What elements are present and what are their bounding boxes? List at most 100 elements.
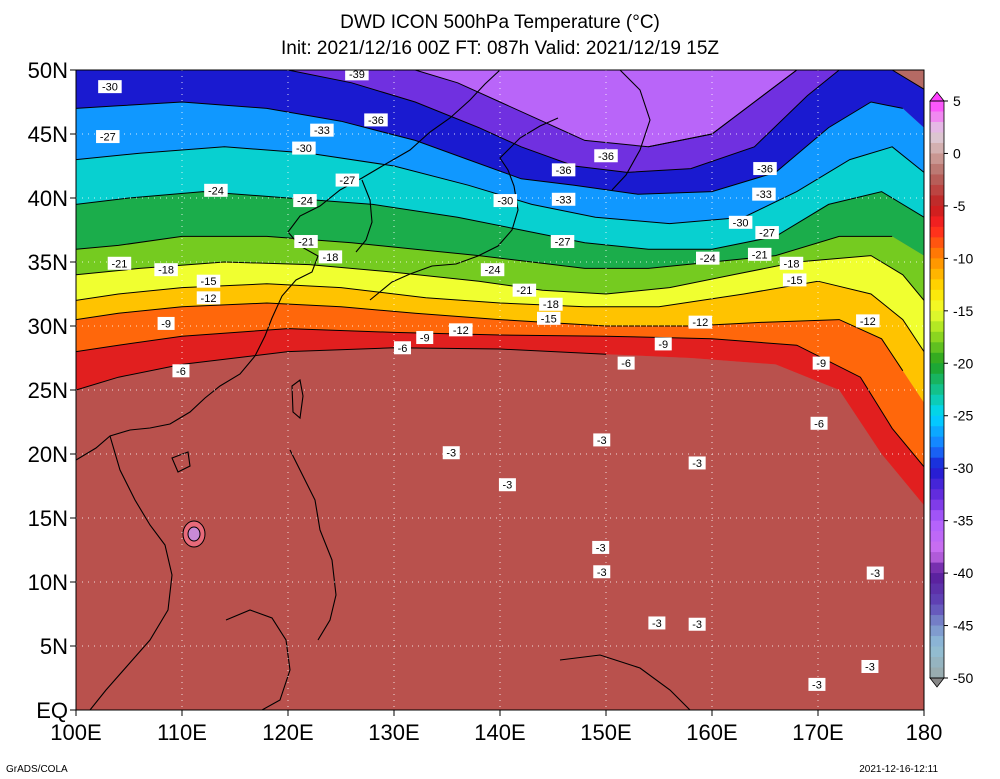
colorbar-segment xyxy=(930,646,944,658)
temperature-band xyxy=(76,281,924,403)
contour-label: -36 xyxy=(364,113,388,127)
coastline-indochina xyxy=(89,435,173,710)
temperature-band xyxy=(76,70,924,195)
colorbar-segment xyxy=(930,237,944,249)
contour-label: -33 xyxy=(752,187,776,201)
colorbar-segment xyxy=(930,447,944,459)
contour-label: -30 xyxy=(493,194,518,208)
svg-text:-27: -27 xyxy=(339,175,355,187)
colorbar-top-arrow xyxy=(929,91,945,102)
chart-title: DWD ICON 500hPa Temperature (°C) xyxy=(340,12,660,33)
contour-label: -24 xyxy=(480,263,505,277)
svg-text:-15: -15 xyxy=(787,275,803,287)
colorbar-segment xyxy=(930,615,944,627)
y-tick-label: 45N xyxy=(28,122,68,147)
svg-text:-24: -24 xyxy=(297,196,313,208)
colorbar-segment xyxy=(930,520,944,532)
contour-label: -36 xyxy=(753,162,777,176)
colorbar-tick-label: 5 xyxy=(953,93,961,109)
contour-label: -27 xyxy=(755,226,779,240)
contour-label: -18 xyxy=(539,297,563,311)
x-tick-label: 180 xyxy=(906,720,943,745)
contour-label: -9 xyxy=(416,331,434,345)
colorbar-segment xyxy=(930,163,944,176)
svg-text:-15: -15 xyxy=(541,313,557,325)
isotherm-line xyxy=(76,302,904,372)
svg-text:-18: -18 xyxy=(784,258,800,270)
svg-text:-27: -27 xyxy=(100,132,116,144)
colorbar-segment xyxy=(930,258,944,270)
contour-label: -24 xyxy=(696,251,720,265)
coastline-kamchatka xyxy=(611,70,651,191)
colorbar-segment xyxy=(930,101,944,113)
contour-label: -21 xyxy=(107,256,132,270)
contour-label: -30 xyxy=(728,215,753,229)
y-tick-label: EQ xyxy=(36,698,68,723)
colorbar-segment xyxy=(930,499,944,511)
colorbar-segment xyxy=(930,405,944,417)
colorbar-segment xyxy=(930,331,944,343)
coastline-hainan xyxy=(171,451,191,473)
colorbar-segment xyxy=(930,478,944,490)
contour-label: -3 xyxy=(648,616,666,630)
x-tick-label: 130E xyxy=(368,720,419,745)
contour-label: -36 xyxy=(594,149,618,163)
colorbar-segment xyxy=(930,594,944,606)
contour-label: -9 xyxy=(157,316,175,330)
x-tick-label: 120E xyxy=(262,720,313,745)
y-tick-label: 30N xyxy=(28,314,68,339)
contour-label: -3 xyxy=(442,446,460,460)
temperature-band xyxy=(76,255,924,352)
colorbar-tick-label: 0 xyxy=(953,145,961,161)
y-tick-label: 10N xyxy=(28,570,68,595)
contour-label: -27 xyxy=(335,173,360,187)
svg-text:-3: -3 xyxy=(503,480,513,492)
chart-subtitle: Init: 2021/12/16 00Z FT: 087h Valid: 202… xyxy=(280,38,719,59)
svg-text:-39: -39 xyxy=(349,69,365,81)
colorbar-segment xyxy=(930,636,944,648)
colorbar-segment xyxy=(930,247,944,259)
colorbar-segment xyxy=(930,132,944,144)
svg-text:-21: -21 xyxy=(516,285,532,297)
contour-label: -3 xyxy=(592,540,610,554)
svg-text:-36: -36 xyxy=(368,115,384,127)
svg-text:-3: -3 xyxy=(812,679,822,691)
colorbar-segment xyxy=(930,142,944,155)
contour-label: -6 xyxy=(810,416,828,430)
y-tick-label: 35N xyxy=(28,250,68,275)
svg-text:-24: -24 xyxy=(485,265,501,277)
colorbar-segment xyxy=(930,436,944,448)
footer-timestamp: 2021-12-16-12:11 xyxy=(859,764,938,775)
contour-label: -3 xyxy=(866,566,884,580)
colorbar-segment xyxy=(930,216,944,228)
svg-text:-30: -30 xyxy=(733,217,749,229)
svg-text:-18: -18 xyxy=(543,299,559,311)
contour-label: -15 xyxy=(196,274,221,288)
svg-text:-36: -36 xyxy=(556,165,572,177)
colorbar-segment xyxy=(930,625,944,637)
contour-label: -21 xyxy=(294,235,318,249)
y-tick-label: 50N xyxy=(28,58,68,83)
colorbar-segment xyxy=(930,604,944,616)
colorbar-tick-label: -10 xyxy=(953,250,973,266)
svg-text:-12: -12 xyxy=(692,317,708,329)
colorbar-bottom-arrow xyxy=(929,677,945,688)
colorbar-segment xyxy=(930,468,944,480)
svg-text:-18: -18 xyxy=(158,265,174,277)
svg-text:-3: -3 xyxy=(596,542,606,554)
isotherm-line xyxy=(76,347,607,391)
svg-text:-21: -21 xyxy=(112,258,128,270)
contour-label: -3 xyxy=(498,478,516,492)
svg-text:-6: -6 xyxy=(621,358,631,370)
contour-label: -9 xyxy=(654,337,672,351)
svg-text:-30: -30 xyxy=(102,82,118,94)
temperature-band xyxy=(76,347,924,710)
contour-label: -33 xyxy=(310,123,334,137)
colorbar-segment xyxy=(930,195,944,207)
colorbar-segment xyxy=(930,541,944,553)
svg-text:-33: -33 xyxy=(314,125,330,137)
contour-label: -33 xyxy=(551,192,576,206)
contour-label: -3 xyxy=(688,617,706,631)
colorbar-segment xyxy=(930,667,944,679)
